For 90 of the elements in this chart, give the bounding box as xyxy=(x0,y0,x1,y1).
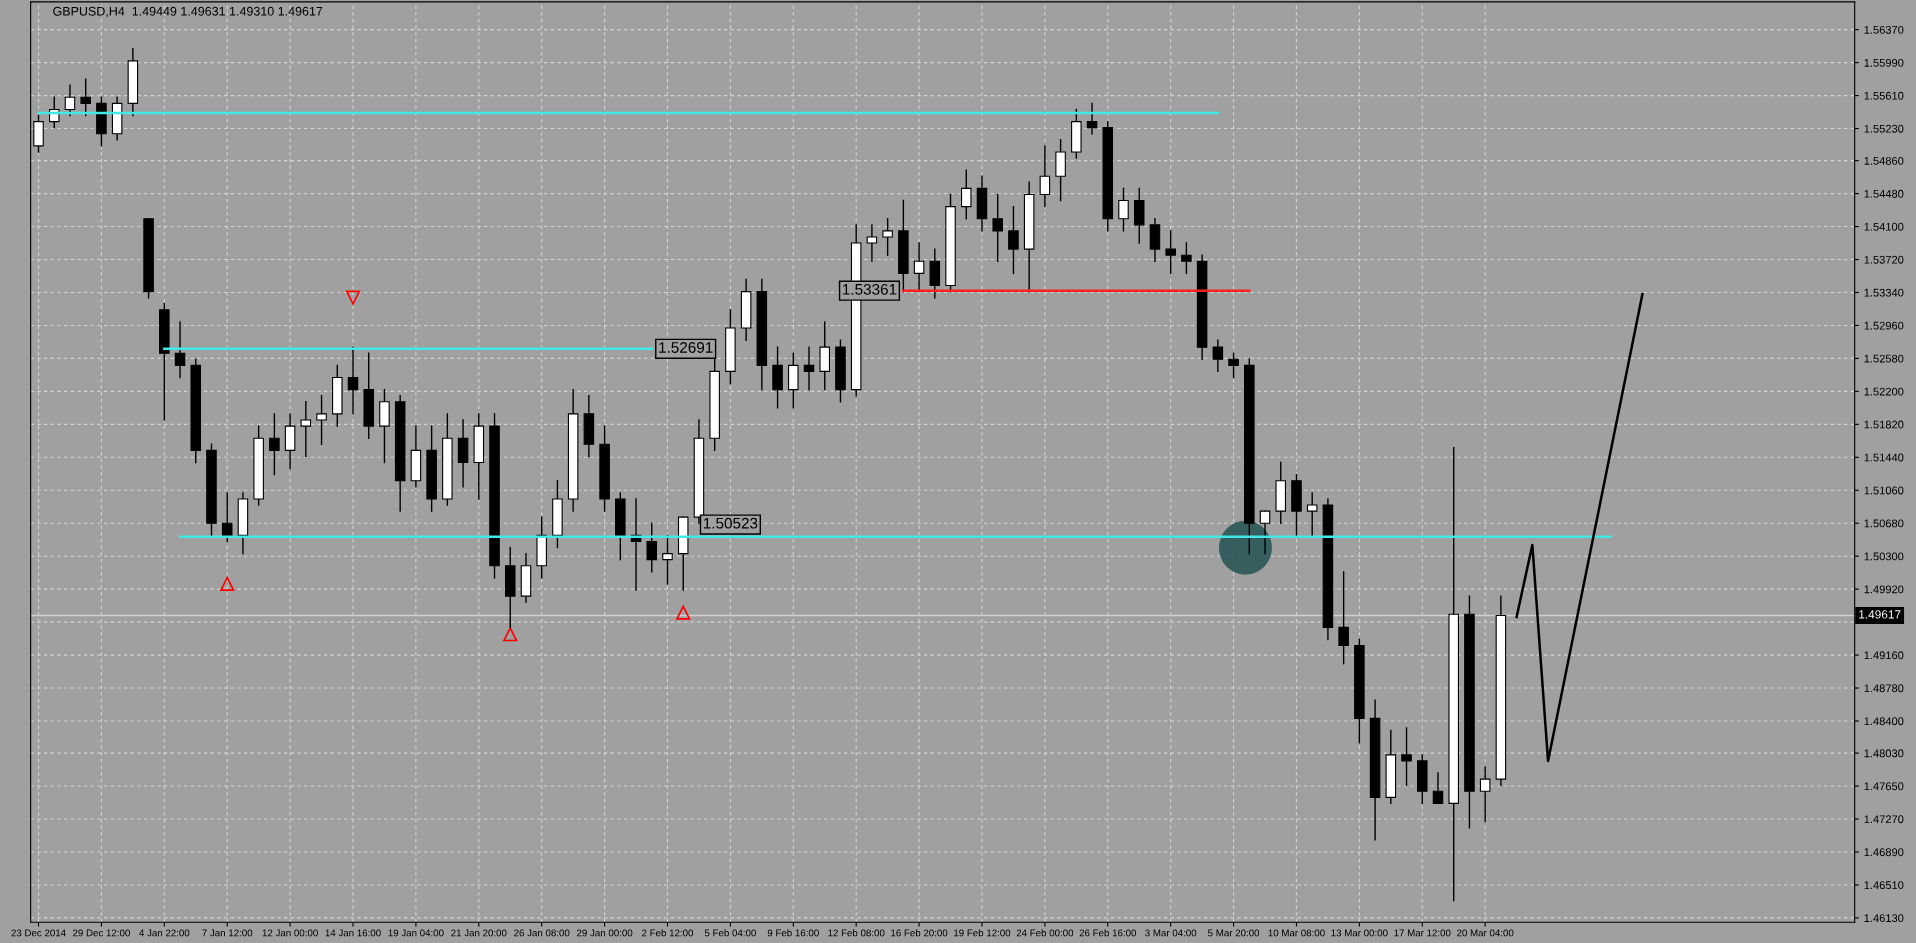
y-tick-label: 1.48400 xyxy=(1864,717,1904,726)
x-tick-label: 29 Jan 00:00 xyxy=(576,929,633,937)
candlestick xyxy=(1306,492,1318,537)
candlestick xyxy=(882,218,893,256)
x-tick-label: 26 Jan 08:00 xyxy=(514,929,570,937)
y-tick-label: 1.54100 xyxy=(1864,222,1904,231)
y-tick-label: 1.51820 xyxy=(1864,420,1904,429)
x-tick-label: 5 Mar 20:00 xyxy=(1208,929,1260,937)
candlestick xyxy=(347,346,359,415)
y-tick-label: 1.53340 xyxy=(1864,288,1904,297)
x-tick-label: 12 Feb 08:00 xyxy=(828,929,885,937)
candlestick xyxy=(1432,772,1444,805)
x-tick-label: 12 Jan 00:00 xyxy=(262,929,318,937)
candlestick xyxy=(960,169,972,220)
x-tick-label: 19 Feb 12:00 xyxy=(954,929,1011,937)
candlestick xyxy=(1086,102,1098,135)
x-tick-label: 9 Feb 16:00 xyxy=(767,929,819,937)
y-tick-label: 1.55230 xyxy=(1864,124,1904,133)
candlestick xyxy=(1338,571,1349,665)
y-tick-label: 1.47270 xyxy=(1864,815,1904,824)
y-tick-label: 1.54480 xyxy=(1864,189,1904,198)
candlestick xyxy=(1401,727,1412,786)
ref-line-label: 1.49617 xyxy=(1859,610,1901,619)
y-tick-label: 1.52200 xyxy=(1864,387,1904,396)
point xyxy=(345,290,361,305)
x-tick-label: 13 Mar 00:00 xyxy=(1331,929,1388,937)
candlestick xyxy=(80,78,91,117)
x-tick-label: 19 Jan 04:00 xyxy=(388,929,444,937)
x-tick-label: 14 Jan 16:00 xyxy=(325,929,381,937)
candlestick xyxy=(221,492,233,543)
candlestick xyxy=(174,321,186,379)
y-tick-label: 1.55610 xyxy=(1864,91,1904,100)
point xyxy=(503,627,518,642)
candlestick xyxy=(866,224,878,262)
x-tick-label: 23 Dec 2014 xyxy=(11,929,66,937)
x-tick-label: 5 Feb 04:00 xyxy=(704,929,756,937)
y-tick-label: 1.48780 xyxy=(1864,684,1904,693)
x-tick-label: 21 Jan 20:00 xyxy=(451,929,507,937)
candlestick xyxy=(1181,242,1192,275)
candlestick xyxy=(1165,230,1176,275)
candlestick xyxy=(803,346,815,391)
x-tick-label: 20 Mar 04:00 xyxy=(1457,929,1514,937)
y-tick-label: 1.56370 xyxy=(1864,25,1904,34)
candlestick xyxy=(992,193,1003,262)
x-tick-label: 10 Mar 08:00 xyxy=(1268,929,1325,937)
y-tick-label: 1.51060 xyxy=(1864,486,1904,495)
candlestick xyxy=(269,413,280,476)
y-tick-label: 1.55990 xyxy=(1864,58,1904,67)
line-series xyxy=(1515,292,1644,763)
y-tick-label: 1.50300 xyxy=(1864,552,1904,561)
x-tick-label: 3 Mar 04:00 xyxy=(1145,929,1197,937)
chart-title: GBPUSD,H4 1.49449 1.49631 1.49310 1.49617 xyxy=(53,6,323,18)
x-tick-label: 26 Feb 16:00 xyxy=(1079,929,1137,937)
y-tick-label: 1.51440 xyxy=(1864,453,1904,462)
y-tick-label: 1.49920 xyxy=(1864,585,1904,594)
candlestick xyxy=(662,534,673,585)
point xyxy=(676,605,691,620)
candlestick xyxy=(316,395,327,445)
y-tick-label: 1.53720 xyxy=(1864,255,1904,264)
x-tick-label: 17 Mar 12:00 xyxy=(1394,929,1451,937)
y-tick-label: 1.52960 xyxy=(1864,321,1904,330)
y-tick-label: 1.47650 xyxy=(1864,782,1904,791)
y-tick-label: 1.49160 xyxy=(1864,651,1904,660)
y-tick-label: 1.48030 xyxy=(1864,749,1904,758)
data-label: 1.53361 xyxy=(843,283,897,295)
candlestick xyxy=(64,84,76,117)
data-label: 1.52691 xyxy=(659,342,713,353)
x-tick-label: 16 Feb 20:00 xyxy=(891,929,948,937)
candlestick xyxy=(1259,510,1271,555)
x-tick-label: 2 Feb 12:00 xyxy=(642,929,694,937)
candlestick xyxy=(646,522,658,573)
y-tick-label: 1.54860 xyxy=(1864,156,1904,165)
x-tick-label: 29 Dec 12:00 xyxy=(72,929,130,937)
candlestick xyxy=(1228,352,1239,379)
candlestick xyxy=(300,401,312,458)
y-tick-label: 1.52580 xyxy=(1864,354,1904,363)
candlestick xyxy=(1008,205,1019,275)
x-tick-label: 24 Feb 00:00 xyxy=(1016,929,1074,937)
candlestick xyxy=(1118,187,1129,232)
candlestick xyxy=(1479,766,1491,823)
y-tick-label: 1.50680 xyxy=(1864,519,1904,528)
y-tick-label: 1.46130 xyxy=(1864,914,1904,923)
y-tick-label: 1.46510 xyxy=(1864,881,1904,890)
candlestick xyxy=(1039,145,1051,208)
data-label: 1.50523 xyxy=(703,517,758,529)
y-tick-label: 1.46890 xyxy=(1864,848,1904,857)
x-tick-label: 4 Jan 22:00 xyxy=(139,929,190,937)
x-tick-label: 7 Jan 12:00 xyxy=(202,929,253,937)
candlestick xyxy=(1212,339,1224,373)
point xyxy=(220,576,235,592)
